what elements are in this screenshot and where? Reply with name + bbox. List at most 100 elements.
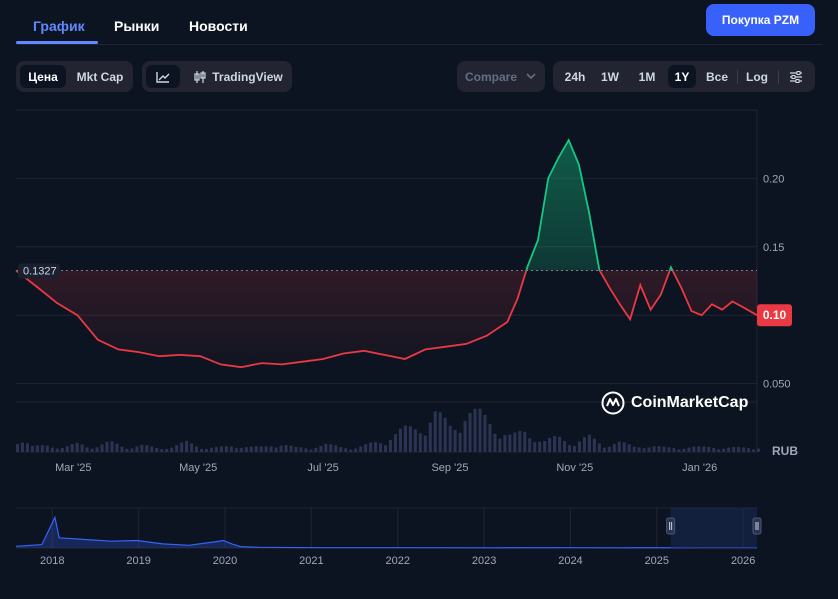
navigator-year-label: 2021 bbox=[299, 555, 323, 567]
volume-bar bbox=[130, 448, 134, 452]
cmc-watermark: CoinMarketCap bbox=[601, 391, 748, 415]
volume-bar bbox=[717, 449, 721, 452]
volume-bar bbox=[737, 446, 741, 452]
volume-bar bbox=[30, 445, 34, 452]
volume-bar bbox=[498, 438, 502, 452]
volume-bar bbox=[607, 446, 611, 452]
current-price-badge bbox=[757, 304, 792, 327]
volume-bar bbox=[647, 447, 651, 452]
tradingview-button[interactable]: TradingView bbox=[188, 65, 288, 88]
volume-bar bbox=[752, 449, 756, 452]
volume-bar bbox=[145, 445, 149, 452]
volume-bar bbox=[617, 441, 621, 452]
range-divider bbox=[778, 70, 779, 84]
metric-toggle: Цена Mkt Cap bbox=[16, 61, 133, 92]
volume-bar bbox=[478, 408, 482, 452]
volume-bar bbox=[324, 443, 328, 452]
volume-bar bbox=[180, 442, 184, 452]
navigator-area bbox=[16, 517, 757, 548]
volume-bar bbox=[85, 447, 89, 452]
price-line-down bbox=[15, 270, 758, 369]
volume-bar bbox=[458, 432, 462, 452]
volume-bar bbox=[344, 448, 348, 452]
volume-bar bbox=[200, 448, 204, 452]
volume-bar bbox=[244, 447, 248, 452]
volume-bar bbox=[503, 435, 507, 452]
volume-bar bbox=[269, 446, 273, 452]
tab-news[interactable]: Новости bbox=[189, 18, 248, 34]
volume-bar bbox=[204, 448, 208, 452]
log-scale-button[interactable]: Log bbox=[746, 69, 768, 84]
mktcap-toggle-button[interactable]: Mkt Cap bbox=[76, 69, 124, 84]
volume-bar bbox=[115, 443, 119, 452]
volume-bar bbox=[254, 446, 258, 452]
volume-bar bbox=[314, 447, 318, 452]
volume-bar bbox=[572, 445, 576, 452]
volume-bar bbox=[453, 429, 457, 452]
volume-bar bbox=[533, 442, 537, 452]
navigator-handle bbox=[752, 517, 762, 535]
volume-bar bbox=[732, 447, 736, 452]
navigator-year-label: 2018 bbox=[40, 555, 64, 567]
x-tick-label: Nov '25 bbox=[556, 462, 593, 474]
range-1m-button[interactable]: 1M bbox=[638, 69, 656, 84]
volume-bar bbox=[443, 417, 447, 452]
y-tick-label: 0.20 bbox=[763, 173, 784, 185]
price-area-down bbox=[16, 270, 757, 368]
chevron-down-icon bbox=[526, 73, 536, 80]
volume-bar bbox=[110, 441, 114, 452]
navigator-line bbox=[15, 515, 757, 549]
volume-bar bbox=[702, 446, 706, 452]
chart-settings-button[interactable] bbox=[782, 65, 810, 88]
x-tick-label: Mar '25 bbox=[55, 462, 91, 474]
volume-bar bbox=[234, 448, 238, 452]
volume-bar bbox=[75, 442, 79, 452]
tab-markets[interactable]: Рынки bbox=[114, 18, 160, 34]
volume-bar bbox=[229, 446, 233, 452]
range-1w-button[interactable]: 1W bbox=[601, 69, 619, 84]
current-price-label: 0.10 bbox=[763, 308, 787, 322]
volume-bar bbox=[672, 448, 676, 452]
volume-bar bbox=[349, 449, 353, 452]
navigator-year-label: 2019 bbox=[126, 555, 150, 567]
volume-bar bbox=[120, 446, 124, 452]
line-chart-button[interactable] bbox=[146, 65, 180, 88]
volume-bar bbox=[140, 444, 144, 452]
volume-bar bbox=[100, 444, 104, 452]
range-1y-button[interactable]: 1Y bbox=[668, 65, 696, 88]
tab-chart[interactable]: График bbox=[33, 18, 85, 34]
range-24h-button[interactable]: 24h bbox=[564, 69, 586, 84]
header-divider bbox=[16, 44, 822, 45]
range-selector: 24h 1W 1M 1Y Все Log bbox=[553, 61, 815, 92]
time-navigator[interactable]: 2018 2019 2020 2021 2022 2023 2024 2025 2026 bbox=[0, 500, 838, 575]
buy-pzm-button[interactable]: Покупка PZM bbox=[706, 4, 815, 36]
volume-bar bbox=[473, 408, 477, 452]
volume-bar bbox=[309, 449, 313, 452]
volume-bar bbox=[249, 446, 253, 452]
volume-bar bbox=[16, 444, 19, 452]
navigator-year-label: 2020 bbox=[213, 555, 237, 567]
volume-bar bbox=[652, 446, 656, 452]
price-toggle-button[interactable]: Цена bbox=[20, 65, 66, 88]
range-all-button[interactable]: Все bbox=[705, 69, 728, 84]
compare-dropdown[interactable]: Compare bbox=[457, 61, 545, 92]
volume-bar bbox=[548, 437, 552, 452]
volume-bar bbox=[279, 445, 283, 452]
volume-bar bbox=[45, 445, 49, 452]
price-chart[interactable]: 0.050 0.10 0.15 0.20 Mar '25 May '25 Jul '25 Se… bbox=[0, 100, 838, 480]
volume-bar bbox=[65, 446, 69, 452]
volume-bar bbox=[468, 413, 472, 452]
volume-bar bbox=[682, 448, 686, 452]
price-area-up bbox=[526, 140, 673, 271]
volume-bar bbox=[528, 438, 532, 452]
coinmarketcap-logo-icon bbox=[601, 391, 625, 415]
volume-bar bbox=[637, 447, 641, 452]
volume-bar bbox=[712, 448, 716, 452]
volume-bar bbox=[379, 443, 383, 452]
volume-bar bbox=[40, 445, 44, 452]
y-tick-label: 0.15 bbox=[763, 242, 784, 254]
chart-style-toggle: TradingView bbox=[142, 61, 292, 92]
volume-bar bbox=[214, 447, 218, 452]
volume-bar bbox=[398, 428, 402, 452]
volume-bar bbox=[185, 440, 189, 452]
